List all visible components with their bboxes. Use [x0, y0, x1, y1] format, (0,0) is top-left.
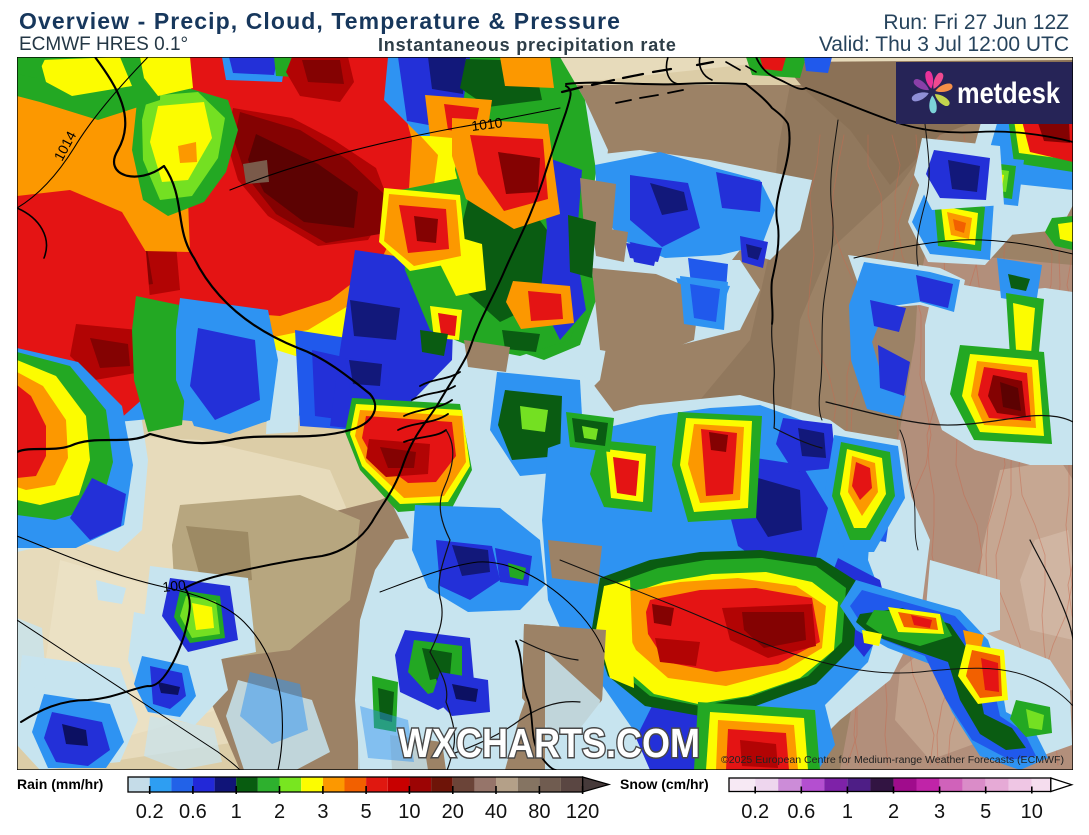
svg-text:10: 10 — [1021, 801, 1043, 823]
svg-text:20: 20 — [442, 801, 464, 823]
svg-text:5: 5 — [980, 801, 991, 823]
svg-text:1010: 1010 — [470, 114, 503, 134]
svg-text:Snow (cm/hr): Snow (cm/hr) — [620, 776, 709, 792]
svg-text:Rain (mm/hr): Rain (mm/hr) — [17, 776, 103, 792]
svg-text:1: 1 — [231, 801, 242, 823]
svg-text:2: 2 — [274, 801, 285, 823]
svg-text:1: 1 — [842, 801, 853, 823]
svg-text:0.2: 0.2 — [741, 801, 769, 823]
svg-text:0.2: 0.2 — [136, 801, 164, 823]
svg-text:©2025 European Centre for Medi: ©2025 European Centre for Medium-range W… — [721, 755, 1064, 766]
svg-text:0.6: 0.6 — [179, 801, 207, 823]
svg-text:0.6: 0.6 — [787, 801, 815, 823]
svg-text:3: 3 — [317, 801, 328, 823]
svg-text:40: 40 — [485, 801, 507, 823]
svg-text:120: 120 — [566, 801, 599, 823]
svg-text:80: 80 — [528, 801, 550, 823]
svg-text:WXCHARTS.COM: WXCHARTS.COM — [398, 720, 700, 766]
svg-text:2: 2 — [888, 801, 899, 823]
svg-text:10: 10 — [398, 801, 420, 823]
svg-text:5: 5 — [361, 801, 372, 823]
svg-text:100: 100 — [162, 577, 187, 595]
svg-text:3: 3 — [934, 801, 945, 823]
svg-text:metdesk: metdesk — [957, 77, 1060, 110]
